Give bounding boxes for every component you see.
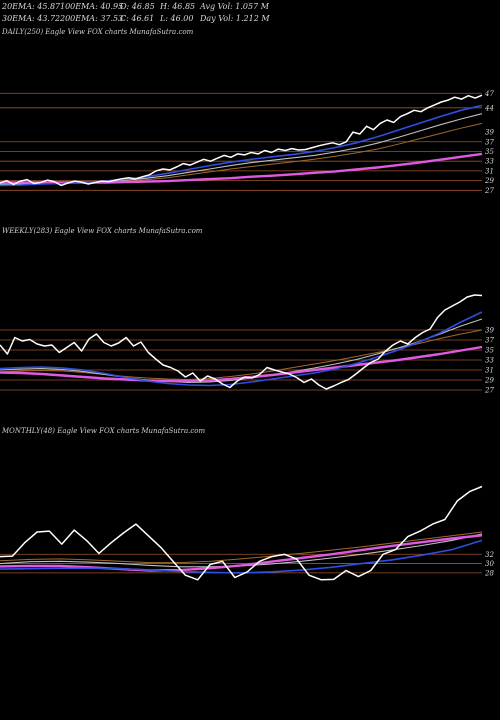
daily-ytick-1: 44 [484, 104, 494, 112]
weekly-ema-slow-line [0, 329, 483, 380]
header-avg-vol: Avg Vol: 1.057 M [199, 2, 270, 11]
daily-price-line [0, 94, 483, 187]
header-low: L: 46.00 [159, 14, 193, 23]
header-close: C: 46.61 [120, 14, 154, 23]
weekly-ytick-1: 37 [485, 337, 494, 345]
weekly-price-line [0, 294, 483, 390]
daily-chart-title: DAILY(250) Eagle View FOX charts MunafaS… [1, 28, 194, 36]
header-30ema: 30EMA: 43.72 [2, 14, 60, 23]
header-20ema: 20EMA: 45.87 [1, 2, 61, 11]
monthly-ema-mid-line [0, 533, 483, 568]
monthly-ytick-0: 32 [485, 551, 494, 559]
header-open: O: 46.85 [120, 2, 155, 11]
daily-ytick-2: 39 [485, 129, 494, 137]
daily-ema-mid-line [0, 113, 483, 186]
daily-ytick-3: 37 [485, 138, 494, 146]
monthly-ytick-2: 28 [484, 569, 494, 577]
monthly-price-line [0, 485, 483, 581]
weekly-ema-fast-line [0, 311, 483, 387]
header-100ema: 100EMA: 40.95 [60, 2, 123, 11]
weekly-ema-long-line [0, 345, 483, 383]
daily-ytick-0: 47 [484, 90, 494, 98]
weekly-chart: 39 37 35 33 31 29 27 [0, 294, 494, 395]
monthly-ema-long-line [0, 534, 483, 572]
monthly-chart-title: MONTHLY(48) Eagle View FOX charts Munafa… [1, 427, 205, 435]
daily-ytick-6: 31 [485, 167, 494, 175]
weekly-ytick-6: 27 [484, 387, 494, 395]
weekly-ytick-4: 31 [485, 367, 494, 375]
daily-ytick-7: 29 [484, 177, 494, 185]
header-high: H: 46.85 [159, 2, 195, 11]
monthly-ema-slow-line [0, 531, 483, 564]
header-200ema: 200EMA: 37.53 [59, 14, 123, 23]
weekly-ytick-3: 33 [485, 357, 494, 365]
header-day-vol: Day Vol: 1.212 M [199, 14, 270, 23]
daily-ytick-4: 35 [485, 148, 494, 156]
weekly-ema-mid-line [0, 318, 483, 384]
weekly-ytick-5: 29 [484, 377, 494, 385]
daily-ema-fast-line [0, 104, 483, 187]
weekly-ytick-2: 35 [485, 347, 494, 355]
daily-ytick-8: 27 [484, 187, 494, 195]
monthly-ema-fast-line [0, 539, 483, 574]
monthly-ytick-1: 30 [485, 560, 494, 568]
weekly-chart-title: WEEKLY(283) Eagle View FOX charts Munafa… [2, 227, 203, 235]
daily-ytick-5: 33 [485, 158, 494, 166]
weekly-ytick-0: 39 [485, 327, 494, 335]
